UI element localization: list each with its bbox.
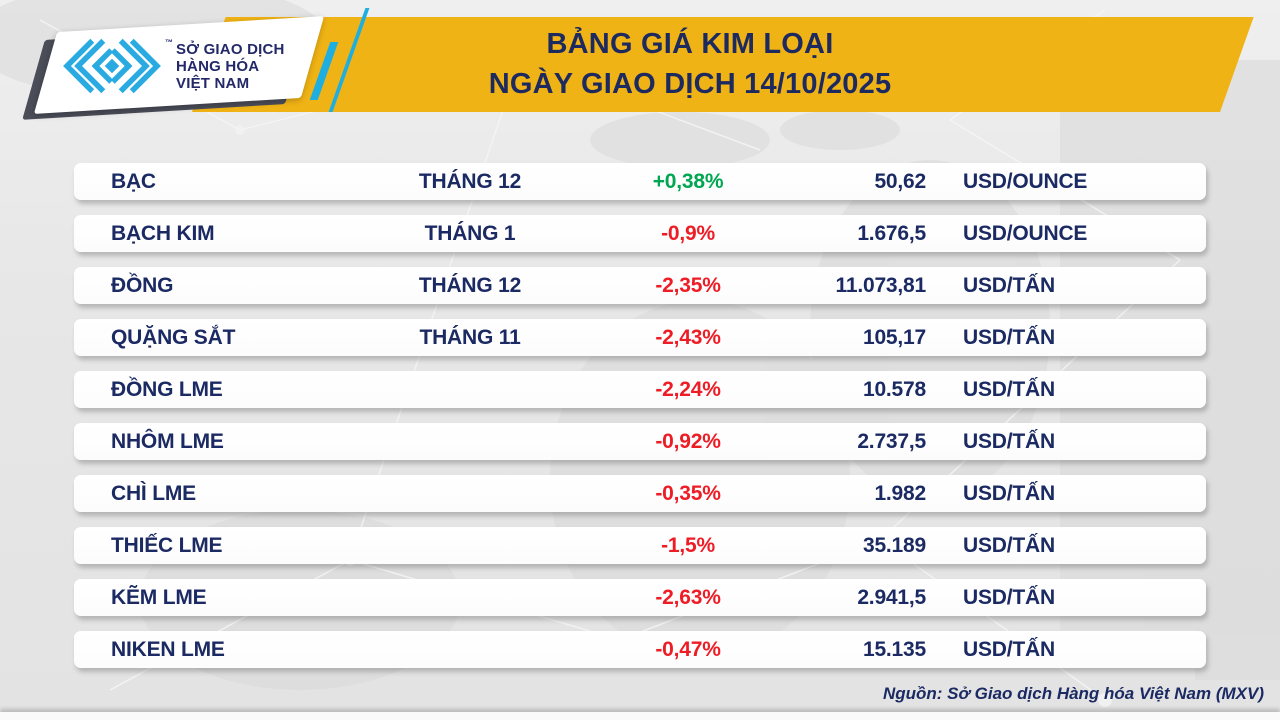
contract-month: THÁNG 12 [418,273,522,297]
change-percent: -2,63% [655,585,721,609]
change-percent: -0,35% [655,481,721,505]
table-row: NHÔM LME -0,92% 2.737,5 USD/TẤN [74,423,1206,460]
change-percent: -1,5% [661,533,715,557]
logo-text-line: SỞ GIAO DỊCH [176,40,285,58]
logo-text-line: HÀNG HÓA [176,57,260,75]
commodity-name: BẠCH KIM [111,221,215,245]
price-unit: USD/OUNCE [963,221,1088,245]
commodity-name: ĐỒNG LME [111,377,223,401]
table-row: BẠCH KIM THÁNG 1 -0,9% 1.676,5 USD/OUNCE [74,215,1206,252]
trademark-symbol: ™ [165,38,173,47]
table-row: NIKEN LME -0,47% 15.135 USD/TẤN [74,631,1206,668]
price-value: 15.135 [862,637,926,661]
table-row: ĐỒNG LME -2,24% 10.578 USD/TẤN [74,371,1206,408]
price-value: 10.578 [862,377,926,401]
price-value: 1.982 [874,481,926,505]
change-percent: -0,47% [655,637,721,661]
change-percent: -2,43% [655,325,721,349]
page-title: BẢNG GIÁ KIM LOẠI [546,28,834,60]
change-percent: -2,24% [655,377,721,401]
change-percent: +0,38% [652,169,724,193]
price-unit: USD/TẤN [963,637,1055,661]
price-unit: USD/TẤN [963,273,1055,297]
commodity-name: ĐỒNG [111,273,174,297]
commodity-name: QUẶNG SẮT [111,325,236,349]
price-unit: USD/OUNCE [963,169,1088,193]
table-row: CHÌ LME -0,35% 1.982 USD/TẤN [74,475,1206,512]
price-unit: USD/TẤN [963,377,1055,401]
change-percent: -2,35% [655,273,721,297]
price-value: 105,17 [862,325,926,349]
price-table: BẠC THÁNG 12 +0,38% 50,62 USD/OUNCE BẠCH… [74,163,1206,683]
table-row: KẼM LME -2,63% 2.941,5 USD/TẤN [74,579,1206,616]
page-subtitle: NGÀY GIAO DỊCH 14/10/2025 [488,68,892,100]
commodity-name: NIKEN LME [111,637,225,661]
price-unit: USD/TẤN [963,533,1055,557]
commodity-name: KẼM LME [111,585,207,609]
commodity-name: BẠC [111,169,156,193]
price-unit: USD/TẤN [963,325,1055,349]
table-row: QUẶNG SẮT THÁNG 11 -2,43% 105,17 USD/TẤN [74,319,1206,356]
price-value: 35.189 [862,533,926,557]
price-unit: USD/TẤN [963,481,1055,505]
price-value: 11.073,81 [835,273,927,297]
mxv-logo: ™ SỞ GIAO DỊCH HÀNG HÓA VIỆT NAM [60,30,310,102]
title-block: BẢNG GIÁ KIM LOẠI NGÀY GIAO DỊCH 14/10/2… [150,24,1230,104]
logo-text: SỞ GIAO DỊCH HÀNG HÓA VIỆT NAM [176,41,285,92]
change-percent: -0,92% [655,429,721,453]
source-attribution: Nguồn: Sở Giao dịch Hàng hóa Việt Nam (M… [882,684,1264,703]
price-unit: USD/TẤN [963,585,1055,609]
price-value: 2.941,5 [857,585,926,609]
commodity-name: NHÔM LME [111,429,224,453]
contract-month: THÁNG 12 [418,169,522,193]
bottom-strip [0,712,1280,720]
contract-month: THÁNG 1 [424,221,516,245]
commodity-name: CHÌ LME [111,481,196,505]
mxv-logo-icon [63,38,161,94]
commodity-name: THIẾC LME [111,533,223,557]
table-row: ĐỒNG THÁNG 12 -2,35% 11.073,81 USD/TẤN [74,267,1206,304]
table-row: BẠC THÁNG 12 +0,38% 50,62 USD/OUNCE [74,163,1206,200]
price-value: 50,62 [874,169,926,193]
price-value: 2.737,5 [857,429,926,453]
logo-text-line: VIỆT NAM [176,74,250,92]
price-unit: USD/TẤN [963,429,1055,453]
change-percent: -0,9% [661,221,715,245]
price-value: 1.676,5 [857,221,926,245]
contract-month: THÁNG 11 [419,325,521,349]
table-row: THIẾC LME -1,5% 35.189 USD/TẤN [74,527,1206,564]
